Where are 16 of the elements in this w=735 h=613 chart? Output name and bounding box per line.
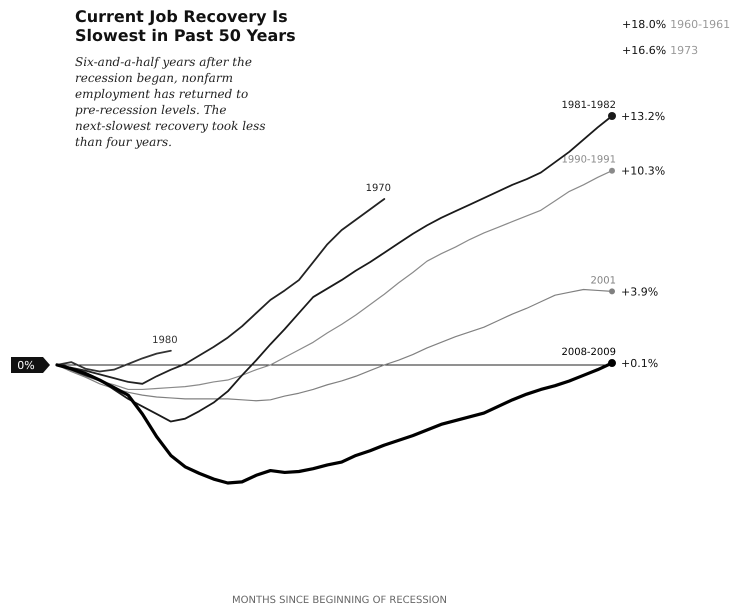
data-label: +13.2% bbox=[621, 110, 666, 123]
text: +18.0% 1960-1961 bbox=[622, 18, 730, 31]
data-label: +0.1% bbox=[621, 357, 658, 370]
series-label: 1980 bbox=[152, 334, 178, 346]
series-label: 2001 bbox=[590, 275, 616, 286]
text: +16.6% 1973 bbox=[622, 44, 698, 57]
series-label: 1970 bbox=[366, 182, 392, 194]
text: MONTHS SINCE BEGINNING OF RECESSION bbox=[232, 595, 447, 606]
series-label: 1990-1991 bbox=[561, 154, 616, 166]
series-label: 2008-2009 bbox=[561, 347, 616, 358]
chart-title: Current Job Recovery Is Slowest in Past 50 Years bbox=[75, 7, 296, 45]
chart-subtitle: Six-and-a-half years after the recession began, nonfarm employment has returned to pre-recession levels. The next-slowest recovery took less than four years. bbox=[75, 55, 266, 149]
ref-line-label: 0% bbox=[17, 358, 35, 372]
data-label: +3.9% bbox=[621, 285, 658, 298]
data-label: +10.3% bbox=[621, 164, 666, 178]
series-label: 1981-1982 bbox=[561, 100, 616, 111]
